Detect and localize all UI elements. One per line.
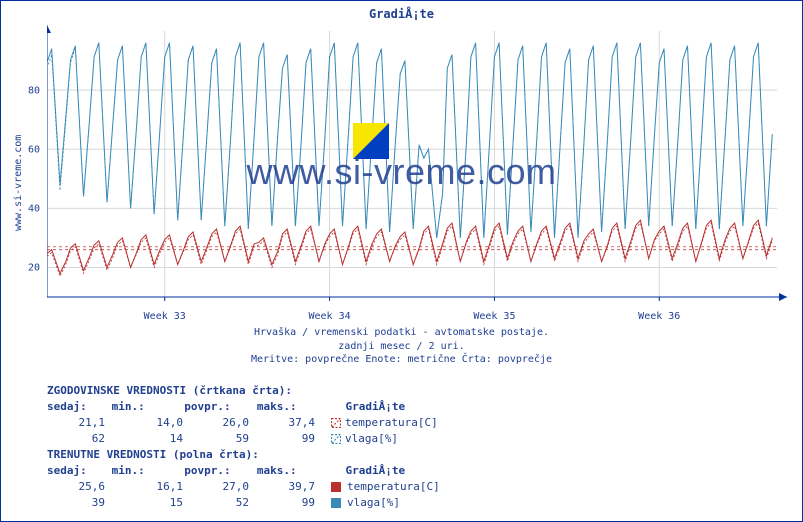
historic-station: GradiÅ¡te [330, 399, 406, 415]
chart-plot [47, 25, 787, 303]
xtick-label: Week 33 [144, 311, 186, 322]
caption-line-2: zadnji mesec / 2 uri. [1, 340, 802, 354]
table-row: 39155299vlaga[%] [47, 495, 782, 511]
col-now: sedaj: [47, 399, 105, 415]
chart-caption: Hrvaška / vremenski podatki - avtomatske… [1, 326, 802, 367]
ytick-label: 60 [28, 145, 40, 156]
chart-title: GradiÅ¡te [1, 7, 802, 21]
col-avg: povpr.: [184, 399, 250, 415]
ytick-label: 20 [28, 263, 40, 274]
ytick-label: 40 [28, 204, 40, 215]
xtick-label: Week 34 [309, 311, 351, 322]
historic-title: ZGODOVINSKE VREDNOSTI (črtkana črta): [47, 383, 782, 399]
historic-header-row: sedaj: min.: povpr.: maks.: GradiÅ¡te [47, 399, 782, 415]
ytick-label: 80 [28, 86, 40, 97]
col-max: maks.: [257, 399, 323, 415]
col-min: min.: [112, 463, 178, 479]
caption-line-1: Hrvaška / vremenski podatki - avtomatske… [1, 326, 802, 340]
chart-frame: www.si-vreme.com GradiÅ¡te www.si-vreme.… [0, 0, 803, 522]
col-max: maks.: [257, 463, 323, 479]
xtick-label: Week 36 [638, 311, 680, 322]
current-title: TRENUTNE VREDNOSTI (polna črta): [47, 447, 782, 463]
table-row: 62145999 vlaga[%] [47, 431, 782, 447]
xtick-label: Week 35 [473, 311, 515, 322]
col-min: min.: [112, 399, 178, 415]
current-station: GradiÅ¡te [330, 463, 406, 479]
caption-line-3: Meritve: povprečne Enote: metrične Črta:… [1, 353, 802, 367]
yaxis-label: www.si-vreme.com [13, 135, 24, 231]
col-now: sedaj: [47, 463, 105, 479]
table-row: 25,616,127,039,7temperatura[C] [47, 479, 782, 495]
watermark-logo-icon [353, 123, 389, 159]
current-header-row: sedaj: min.: povpr.: maks.: GradiÅ¡te [47, 463, 782, 479]
stats-tables: ZGODOVINSKE VREDNOSTI (črtkana črta): se… [47, 383, 782, 511]
col-avg: povpr.: [184, 463, 250, 479]
table-row: 21,114,026,037,4 temperatura[C] [47, 415, 782, 431]
